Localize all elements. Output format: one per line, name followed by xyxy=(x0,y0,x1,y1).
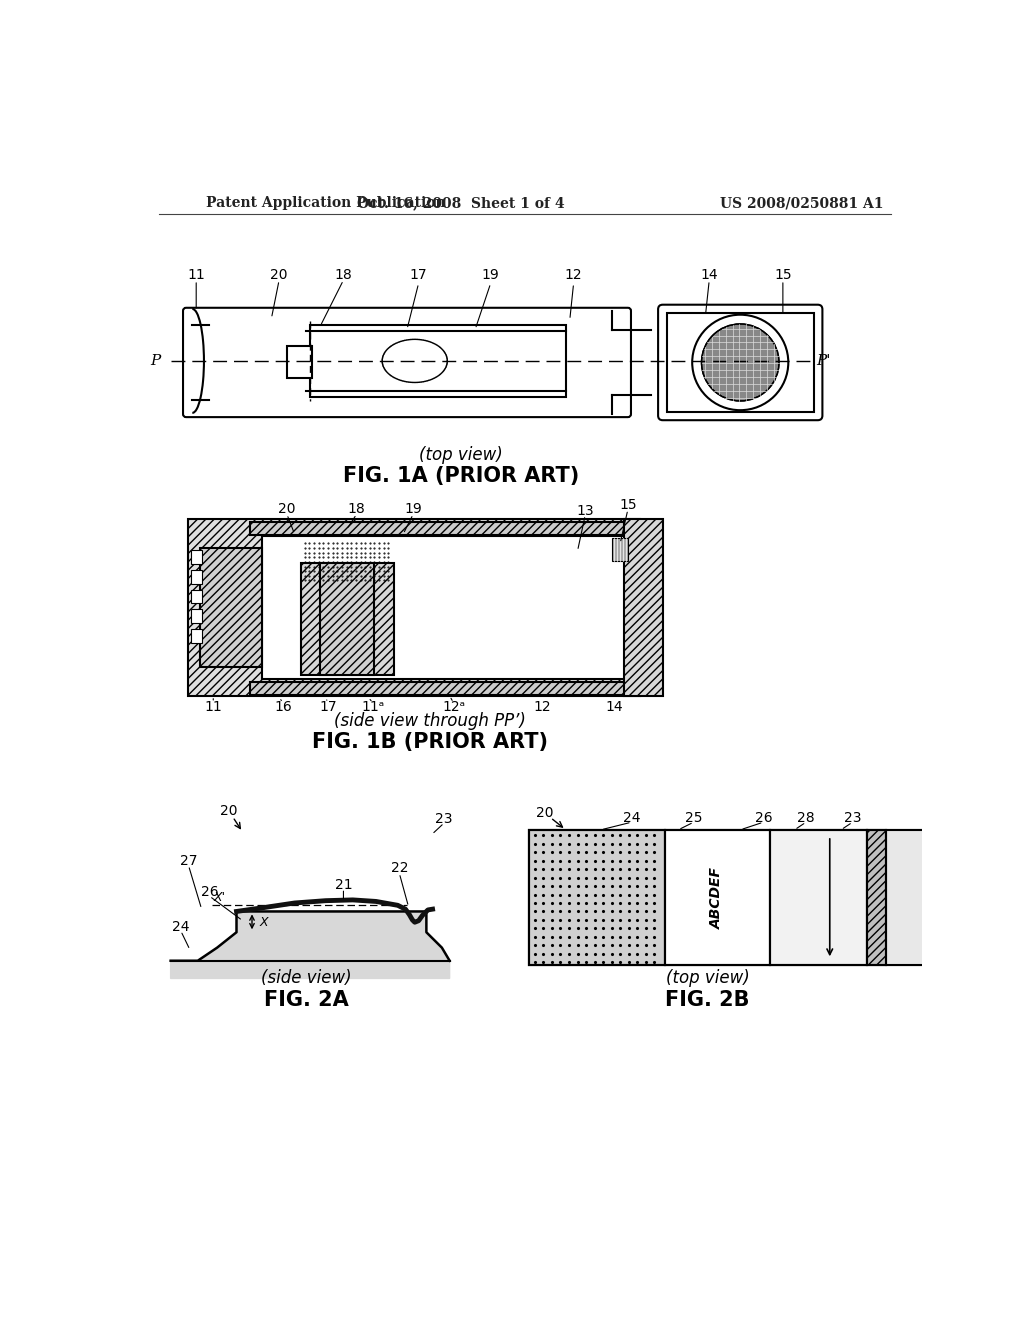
Text: 19: 19 xyxy=(482,268,500,282)
Bar xyxy=(529,830,886,965)
Text: 18: 18 xyxy=(335,268,352,282)
Text: 23: 23 xyxy=(844,812,861,825)
Text: Patent Application Publication: Patent Application Publication xyxy=(206,197,445,210)
Bar xyxy=(190,550,202,564)
Bar xyxy=(262,536,628,678)
Bar xyxy=(624,519,663,696)
Polygon shape xyxy=(171,911,450,978)
Bar xyxy=(612,539,628,561)
Text: 11: 11 xyxy=(205,700,222,714)
Text: 20: 20 xyxy=(220,804,238,818)
Text: 20: 20 xyxy=(270,268,288,282)
Bar xyxy=(251,682,640,696)
Text: P': P' xyxy=(816,354,830,368)
Text: 14: 14 xyxy=(700,268,718,282)
Text: 25: 25 xyxy=(685,812,702,825)
Bar xyxy=(665,830,770,965)
Bar xyxy=(667,313,814,412)
Text: X': X' xyxy=(213,891,225,904)
Text: 11ᵃ: 11ᵃ xyxy=(361,700,385,714)
Text: 18: 18 xyxy=(348,502,366,516)
Bar xyxy=(770,830,866,965)
Text: FIG. 2A: FIG. 2A xyxy=(264,990,348,1010)
Text: 15: 15 xyxy=(620,498,637,512)
Text: P: P xyxy=(151,354,161,368)
Text: 21: 21 xyxy=(335,878,352,891)
Bar xyxy=(190,610,202,623)
Bar xyxy=(188,519,640,696)
Text: FIG. 1B (PRIOR ART): FIG. 1B (PRIOR ART) xyxy=(312,733,548,752)
Text: 15: 15 xyxy=(774,268,792,282)
Text: (side view): (side view) xyxy=(261,969,351,987)
Text: X: X xyxy=(260,916,268,929)
FancyBboxPatch shape xyxy=(658,305,822,420)
Text: FIG. 1A (PRIOR ART): FIG. 1A (PRIOR ART) xyxy=(343,466,580,486)
Text: US 2008/0250881 A1: US 2008/0250881 A1 xyxy=(721,197,884,210)
Bar xyxy=(301,562,394,675)
Text: 22: 22 xyxy=(390,862,408,875)
Text: FIG. 2B: FIG. 2B xyxy=(666,990,750,1010)
Text: 14: 14 xyxy=(606,700,624,714)
Text: 24: 24 xyxy=(172,920,189,933)
Bar xyxy=(190,570,202,583)
Text: 20: 20 xyxy=(279,502,296,516)
Bar xyxy=(190,630,202,643)
Text: 16: 16 xyxy=(274,700,292,714)
Text: 11: 11 xyxy=(187,268,205,282)
Text: 26: 26 xyxy=(755,812,772,825)
Bar xyxy=(529,830,886,965)
Text: 17: 17 xyxy=(410,268,427,282)
Text: 12ᵃ: 12ᵃ xyxy=(442,700,465,714)
Text: 24: 24 xyxy=(623,812,640,825)
Text: (top view): (top view) xyxy=(420,446,503,463)
Text: 26: 26 xyxy=(201,886,218,899)
Bar xyxy=(886,830,933,965)
Text: (top view): (top view) xyxy=(666,969,750,987)
Text: 28: 28 xyxy=(798,812,815,825)
Text: 12: 12 xyxy=(565,268,583,282)
Text: 13: 13 xyxy=(577,504,594,517)
Bar xyxy=(287,346,312,378)
Text: 27: 27 xyxy=(179,854,198,867)
Text: 20: 20 xyxy=(537,807,554,820)
Bar xyxy=(251,521,640,535)
Text: 12: 12 xyxy=(534,700,552,714)
Text: (side view through PP’): (side view through PP’) xyxy=(334,711,526,730)
Bar xyxy=(321,562,375,675)
Bar xyxy=(310,325,566,397)
Bar xyxy=(529,830,665,965)
Text: 19: 19 xyxy=(404,502,422,516)
Bar xyxy=(200,548,262,667)
Bar xyxy=(190,590,202,603)
Bar xyxy=(866,830,933,965)
Circle shape xyxy=(701,323,779,401)
Text: ABCDEF: ABCDEF xyxy=(711,867,724,928)
Text: Oct. 16, 2008  Sheet 1 of 4: Oct. 16, 2008 Sheet 1 of 4 xyxy=(357,197,565,210)
Text: 23: 23 xyxy=(435,812,453,826)
Text: 17: 17 xyxy=(319,700,337,714)
